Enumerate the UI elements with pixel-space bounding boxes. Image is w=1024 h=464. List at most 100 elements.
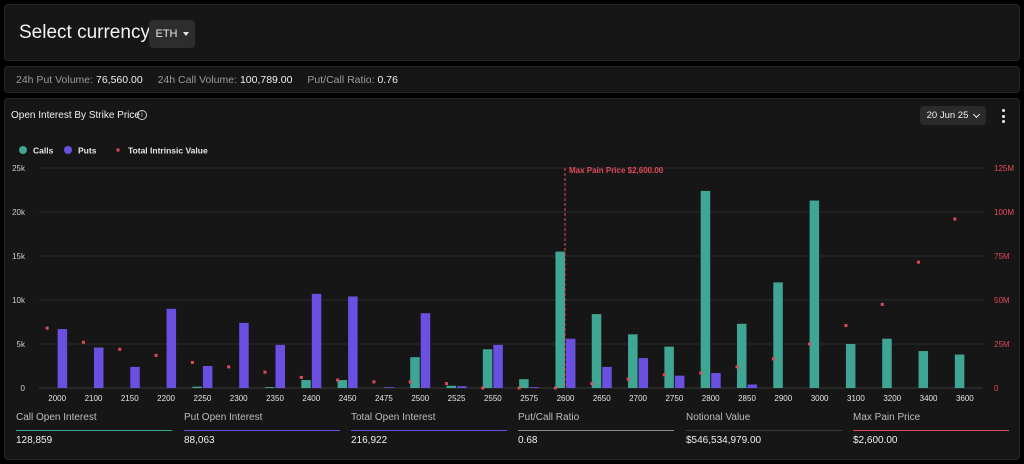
call-bar[interactable] bbox=[954, 354, 965, 388]
put-bar[interactable] bbox=[674, 375, 685, 388]
ratio-value: 0.76 bbox=[377, 74, 398, 86]
intrinsic-value-point[interactable] bbox=[735, 365, 739, 369]
summary-underline bbox=[184, 430, 340, 431]
put-bar[interactable] bbox=[747, 384, 758, 388]
intrinsic-value-point[interactable] bbox=[917, 260, 921, 264]
x-tick-label: 2300 bbox=[230, 394, 248, 403]
call-volume-label: 24h Call Volume: bbox=[157, 74, 238, 86]
intrinsic-value-point[interactable] bbox=[481, 386, 485, 390]
intrinsic-value-point[interactable] bbox=[336, 378, 340, 382]
chart-bars[interactable] bbox=[57, 190, 965, 388]
put-bar[interactable] bbox=[565, 338, 576, 388]
call-bar[interactable] bbox=[192, 386, 202, 388]
intrinsic-value-point[interactable] bbox=[771, 357, 775, 361]
call-bar[interactable] bbox=[628, 334, 638, 388]
put-bar[interactable] bbox=[602, 366, 612, 388]
intrinsic-value-point[interactable] bbox=[408, 380, 412, 384]
call-bar[interactable] bbox=[882, 338, 892, 388]
call-bar[interactable] bbox=[591, 314, 602, 388]
intrinsic-value-point[interactable] bbox=[808, 342, 812, 346]
put-bar[interactable] bbox=[529, 387, 540, 388]
x-tick-label: 2200 bbox=[157, 394, 175, 403]
x-tick-label: 2000 bbox=[48, 394, 66, 403]
intrinsic-value-point[interactable] bbox=[844, 324, 848, 328]
call-bar[interactable] bbox=[301, 380, 311, 388]
intrinsic-value-point[interactable] bbox=[154, 353, 158, 357]
legend-swatch-intrinsic bbox=[116, 148, 120, 152]
currency-value: ETH bbox=[155, 28, 178, 40]
put-bar[interactable] bbox=[57, 329, 68, 388]
summary-underline bbox=[686, 430, 842, 431]
info-icon[interactable]: i bbox=[137, 110, 147, 120]
intrinsic-value-point[interactable] bbox=[118, 347, 122, 351]
intrinsic-value-point[interactable] bbox=[372, 380, 376, 384]
put-bar[interactable] bbox=[166, 308, 177, 388]
call-bar[interactable] bbox=[410, 357, 420, 388]
call-bar[interactable] bbox=[519, 379, 529, 388]
x-tick-label: 2100 bbox=[85, 394, 103, 403]
intrinsic-value-point[interactable] bbox=[662, 373, 666, 377]
y-tick-label-left: 20k bbox=[12, 208, 26, 217]
put-bar[interactable] bbox=[348, 296, 358, 388]
call-bar[interactable] bbox=[555, 251, 565, 388]
intrinsic-value-point[interactable] bbox=[699, 371, 703, 375]
put-bar[interactable] bbox=[93, 347, 104, 388]
chart-intrinsic-points[interactable] bbox=[45, 217, 957, 390]
call-volume-value: 100,789.00 bbox=[239, 74, 293, 86]
summary-underline bbox=[518, 430, 674, 431]
call-bar[interactable] bbox=[809, 200, 820, 388]
intrinsic-value-point[interactable] bbox=[553, 386, 557, 390]
max-pain-marker: Max Pain Price $2,600.00 bbox=[564, 166, 664, 388]
call-bar[interactable] bbox=[845, 344, 856, 388]
intrinsic-value-point[interactable] bbox=[626, 377, 630, 381]
chart-legend[interactable]: Calls Puts Total Intrinsic Value bbox=[19, 146, 208, 156]
intrinsic-value-point[interactable] bbox=[263, 370, 267, 374]
x-tick-label: 2800 bbox=[702, 394, 720, 403]
put-bar[interactable] bbox=[638, 358, 649, 388]
x-tick-label: 3200 bbox=[883, 394, 901, 403]
intrinsic-value-point[interactable] bbox=[299, 375, 303, 379]
legend-label[interactable]: Puts bbox=[78, 146, 97, 156]
intrinsic-value-point[interactable] bbox=[190, 360, 194, 364]
call-bar[interactable] bbox=[446, 385, 457, 388]
put-bar[interactable] bbox=[420, 313, 431, 388]
intrinsic-value-point[interactable] bbox=[45, 326, 49, 330]
call-bar[interactable] bbox=[482, 349, 493, 388]
expiry-dropdown[interactable]: 20 Jun 25 bbox=[920, 106, 986, 125]
put-bar[interactable] bbox=[202, 366, 213, 388]
legend-label[interactable]: Total Intrinsic Value bbox=[128, 146, 208, 156]
call-bar[interactable] bbox=[664, 346, 674, 388]
more-options-icon[interactable] bbox=[1000, 109, 1006, 123]
intrinsic-value-point[interactable] bbox=[445, 382, 449, 386]
intrinsic-value-point[interactable] bbox=[81, 340, 85, 344]
put-bar[interactable] bbox=[493, 344, 503, 388]
call-bar[interactable] bbox=[918, 351, 929, 388]
call-bar[interactable] bbox=[773, 282, 783, 388]
put-bar[interactable] bbox=[130, 366, 140, 388]
call-bar[interactable] bbox=[265, 387, 275, 388]
chart-grid bbox=[39, 167, 983, 389]
x-tick-label: 2400 bbox=[302, 394, 320, 403]
put-bar[interactable] bbox=[275, 344, 286, 388]
intrinsic-value-point[interactable] bbox=[517, 386, 521, 390]
call-bar[interactable] bbox=[700, 190, 711, 388]
summary-total-oi: Total Open Interest 216,922 bbox=[351, 410, 507, 456]
intrinsic-value-point[interactable] bbox=[880, 302, 884, 306]
call-bar[interactable] bbox=[337, 380, 348, 388]
put-volume-value: 76,560.00 bbox=[95, 74, 143, 86]
put-bar[interactable] bbox=[239, 322, 249, 388]
put-bar[interactable] bbox=[711, 373, 721, 388]
x-tick-label: 2450 bbox=[339, 394, 357, 403]
currency-dropdown[interactable]: ETH bbox=[149, 20, 195, 48]
intrinsic-value-point[interactable] bbox=[590, 382, 594, 386]
put-bar[interactable] bbox=[311, 293, 322, 388]
summary-label: Call Open Interest bbox=[16, 412, 97, 423]
legend-label[interactable]: Calls bbox=[33, 146, 54, 156]
x-tick-label: 2900 bbox=[774, 394, 792, 403]
put-bar[interactable] bbox=[457, 386, 467, 388]
call-bar[interactable] bbox=[737, 323, 747, 388]
intrinsic-value-point[interactable] bbox=[953, 217, 957, 221]
put-bar[interactable] bbox=[384, 387, 394, 388]
summary-value: 128,859 bbox=[16, 435, 53, 446]
intrinsic-value-point[interactable] bbox=[227, 365, 231, 369]
